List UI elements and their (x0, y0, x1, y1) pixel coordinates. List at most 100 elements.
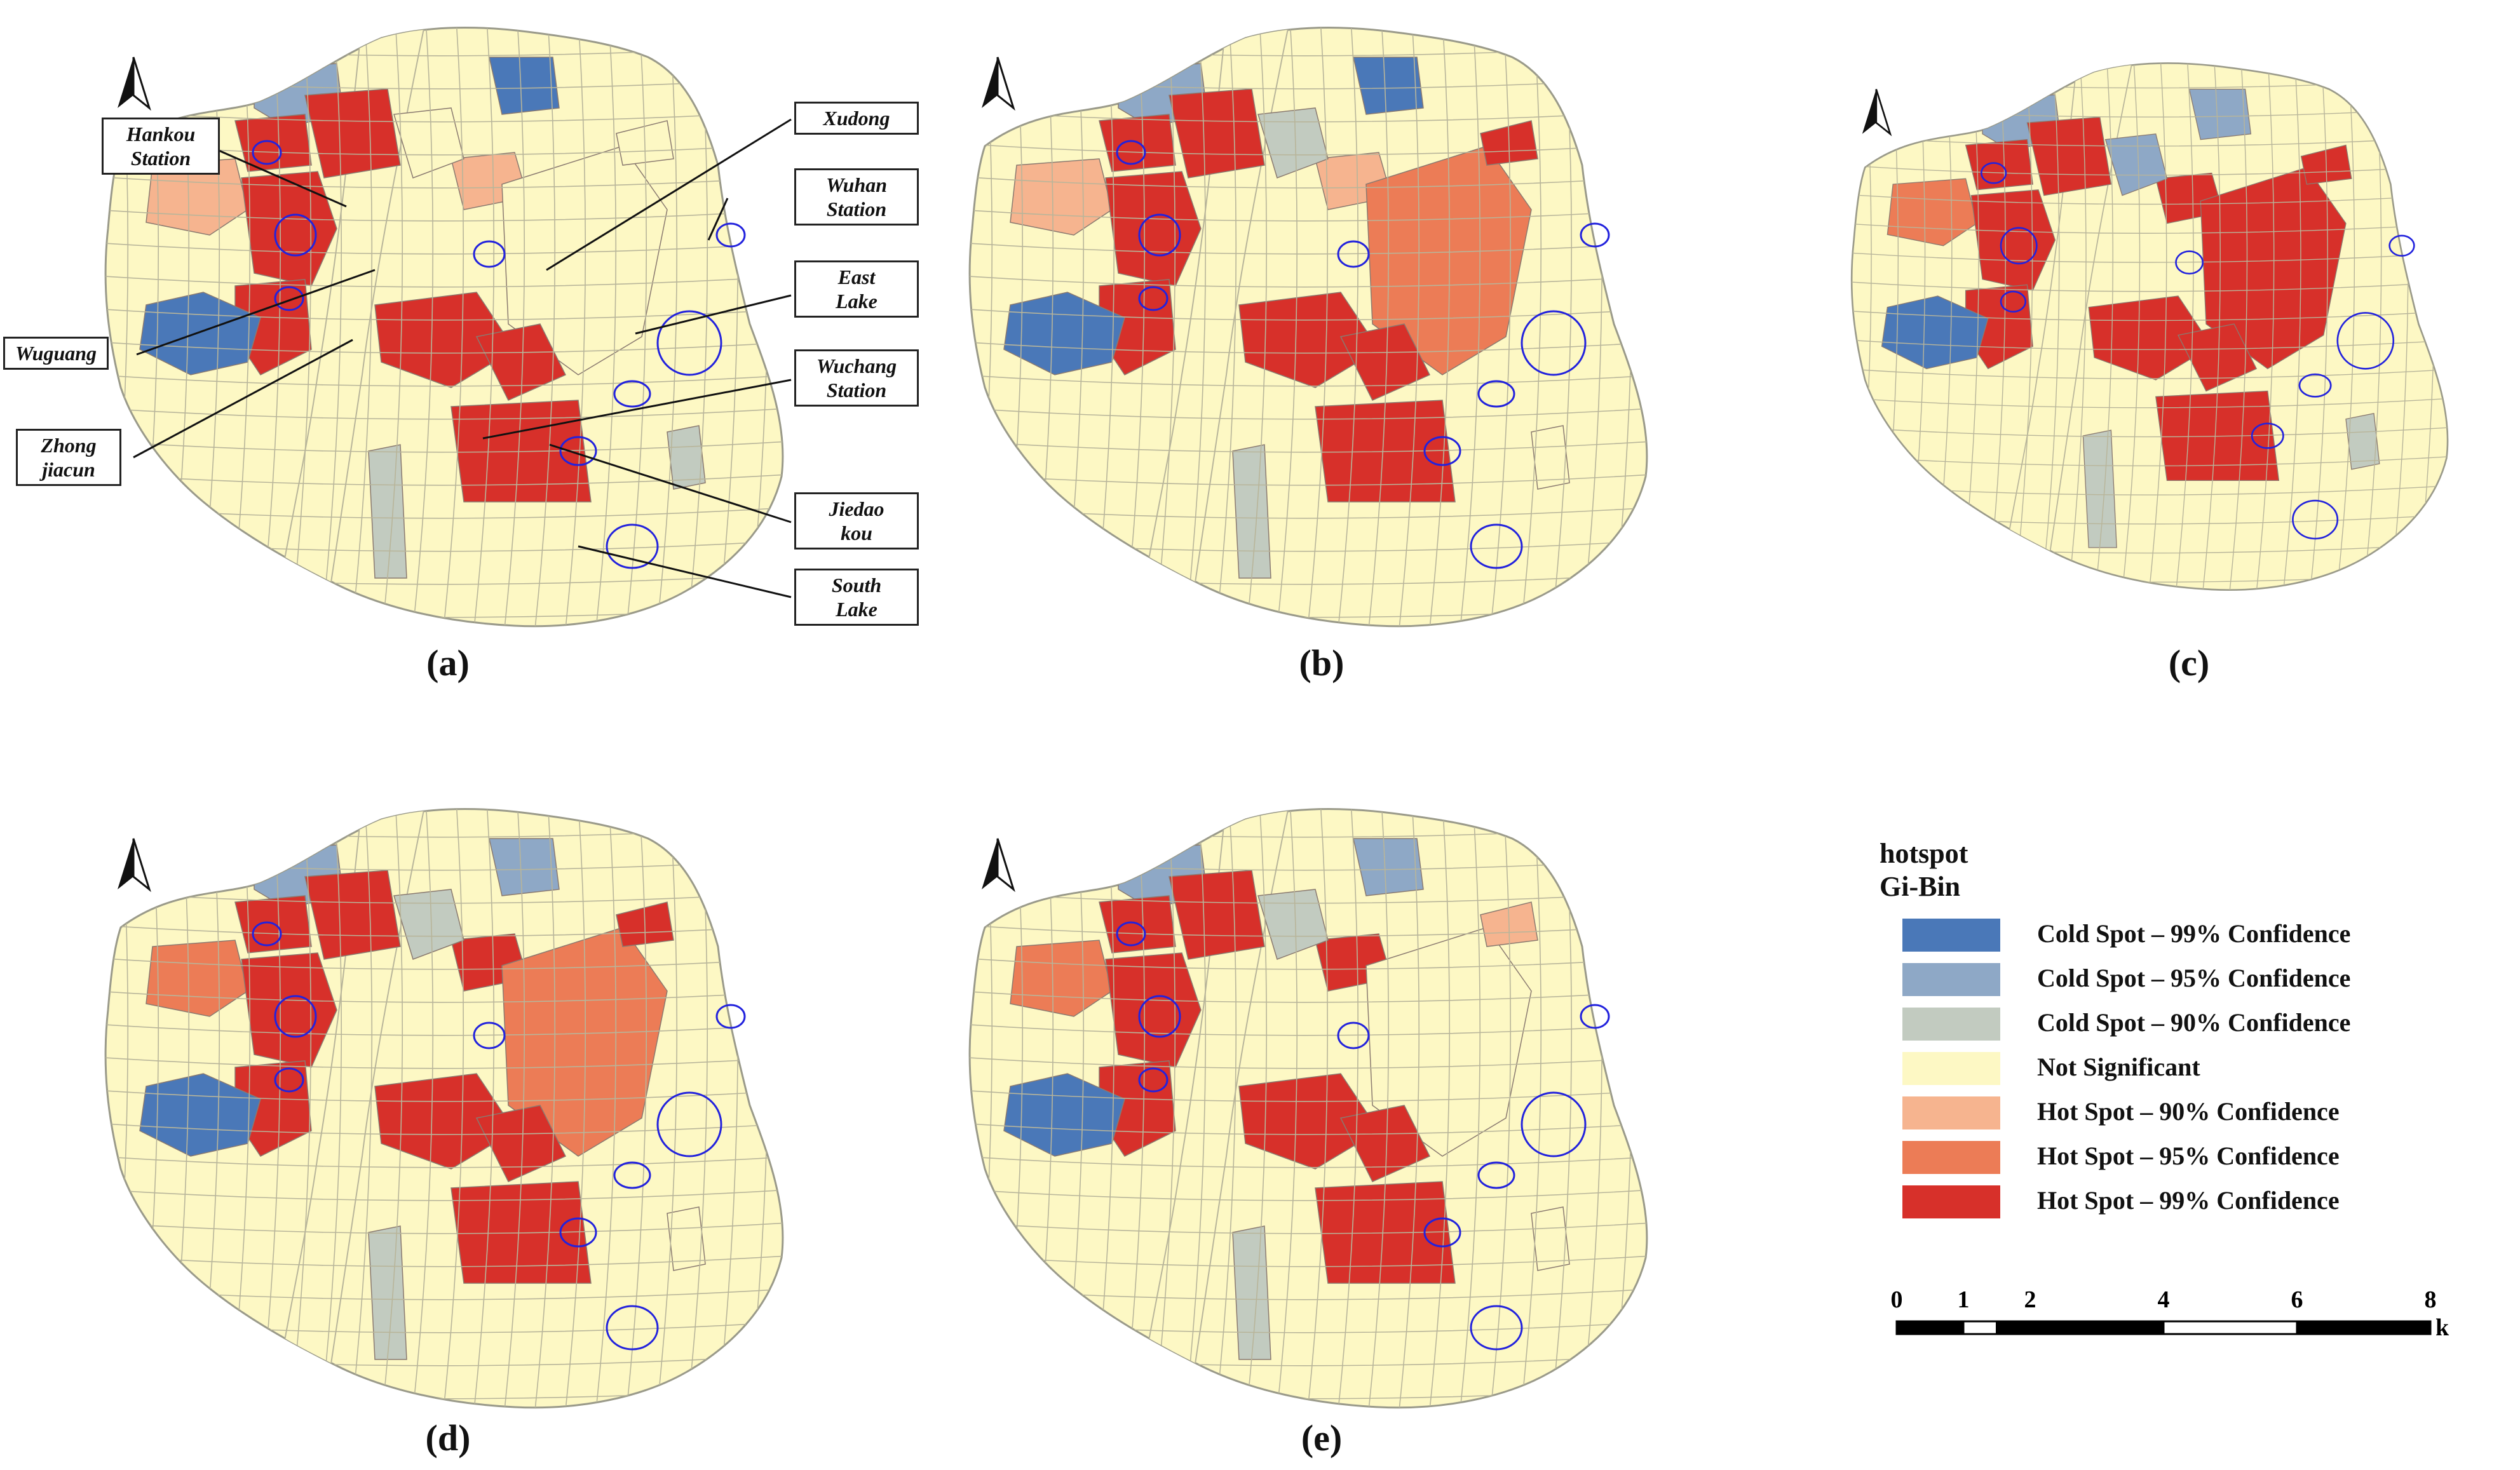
scale-segment (2029, 1320, 2165, 1335)
legend-swatch (1902, 963, 2000, 996)
legend-item: Hot Spot – 95% Confidence (1880, 1135, 2515, 1179)
highlight-circle (1337, 1022, 1370, 1049)
highlight-circle (613, 1161, 651, 1189)
callout-hankou-station: Hankou Station (102, 118, 220, 175)
region-hkCenter (2026, 116, 2112, 196)
callout-wuguang: Wuguang (3, 337, 109, 370)
hotspot-map-b (968, 26, 1648, 628)
highlight-circle (473, 1022, 506, 1049)
region-southLake (1315, 400, 1456, 502)
highlight-circles (252, 921, 746, 1351)
highlight-circle (1470, 1305, 1523, 1351)
legend-item: Cold Spot – 99% Confidence (1880, 912, 2515, 957)
north-arrow-icon (982, 838, 1015, 893)
legend-swatch (1902, 1052, 2000, 1085)
scale-segment (1895, 1320, 1965, 1335)
callout-wuhan-station: Wuhan Station (794, 168, 919, 226)
legend-subtitle: Gi-Bin (1880, 871, 1961, 902)
highlight-circle (2000, 290, 2027, 313)
region-southLake (2155, 390, 2280, 482)
region-hkCenter (1169, 88, 1265, 179)
region-southCold2 (667, 1206, 706, 1271)
region-southCold2 (1531, 425, 1570, 490)
region-hkCenter (1169, 870, 1265, 960)
highlight-circle (274, 1067, 304, 1093)
legend-item: Cold Spot – 95% Confidence (1880, 957, 2515, 1001)
highlight-circle (2298, 373, 2332, 398)
highlight-circle (252, 140, 282, 165)
callout-jiedao-kou: Jiedao kou (794, 492, 919, 550)
highlight-circle (473, 240, 506, 268)
highlight-circle (2000, 227, 2038, 265)
river (272, 27, 427, 626)
river (1136, 809, 1291, 1408)
region-coldCentral (393, 107, 464, 179)
legend-item: Not Significant (1880, 1046, 2515, 1090)
highlight-circle (1116, 921, 1146, 947)
legend-items: Cold Spot – 99% Confidence Cold Spot – 95… (1880, 912, 2515, 1224)
highlight-circles (1116, 140, 1610, 569)
scale-segment (1962, 1320, 1998, 1335)
highlight-circle (656, 1091, 722, 1157)
highlight-circle (1423, 1217, 1461, 1248)
scale-tick-label: 8 (2425, 1286, 2437, 1313)
highlight-circle (1477, 1161, 1515, 1189)
region-northCold (489, 838, 560, 896)
highlight-circle (2175, 250, 2204, 275)
scale-segment (1996, 1320, 2031, 1335)
region-southCold (368, 444, 407, 579)
legend-item: Hot Spot – 90% Confidence (1880, 1090, 2515, 1135)
scale-segment (2296, 1320, 2432, 1335)
region-northCold (2188, 88, 2252, 140)
highlight-circle (252, 921, 282, 947)
north-arrow-icon (982, 57, 1015, 111)
legend-item: Cold Spot – 90% Confidence (1880, 1001, 2515, 1046)
legend-swatch (1902, 1141, 2000, 1174)
panel-label-d: (d) (425, 1417, 471, 1459)
region-southCold (368, 1225, 407, 1360)
highlight-circle (656, 310, 722, 376)
highlight-circle (1116, 140, 1146, 165)
callout-leaders (133, 118, 792, 598)
region-jiedao (1339, 323, 1431, 401)
region-wuguang (241, 952, 337, 1068)
highlight-circle (606, 523, 659, 569)
highlight-circle (1521, 1091, 1587, 1157)
region-jiedao (2178, 323, 2258, 392)
hotspot-map-d (104, 807, 784, 1409)
region-southCold2 (2345, 413, 2380, 470)
highlight-circle (1980, 162, 2007, 184)
legend-label: Hot Spot – 90% Confidence (2037, 1097, 2340, 1126)
hotspot-map-e (968, 807, 1648, 1409)
scale-unit: km (2435, 1314, 2449, 1341)
highlight-circle (715, 222, 746, 248)
highlight-circle (1580, 222, 1610, 248)
north-arrow-icon (1862, 89, 1892, 137)
scale-tick-label: 4 (2158, 1286, 2170, 1313)
highlight-circle (1138, 213, 1181, 257)
highlight-circle (715, 1004, 746, 1029)
highlight-circles (252, 140, 746, 569)
panel-label-e: (e) (1301, 1417, 1343, 1459)
region-coldCentral (1257, 889, 1329, 960)
legend-label: Hot Spot – 99% Confidence (2037, 1186, 2340, 1215)
highlight-circles (1980, 162, 2415, 540)
scale-tick-label: 1 (1958, 1286, 1970, 1313)
highlight-circle (1138, 286, 1169, 311)
legend-swatch (1902, 1008, 2000, 1041)
region-northCold (1353, 838, 1424, 896)
callout-xudong: Xudong (794, 102, 919, 135)
legend-swatch (1902, 919, 2000, 952)
region-southLake (450, 400, 592, 502)
panel-label-b: (b) (1299, 642, 1345, 684)
legend: hotspot Gi-Bin Cold Spot – 99% Confidenc… (1880, 837, 2515, 1224)
highlight-circle (274, 213, 317, 257)
region-jiedao (475, 323, 567, 401)
highlight-circle (1477, 380, 1515, 408)
region-hkCenter (304, 88, 401, 179)
region-northCold (1353, 57, 1424, 115)
legend-swatch (1902, 1096, 2000, 1129)
highlight-circles (1116, 921, 1610, 1351)
highlight-circle (559, 1217, 597, 1248)
region-wuguang (1970, 189, 2056, 291)
